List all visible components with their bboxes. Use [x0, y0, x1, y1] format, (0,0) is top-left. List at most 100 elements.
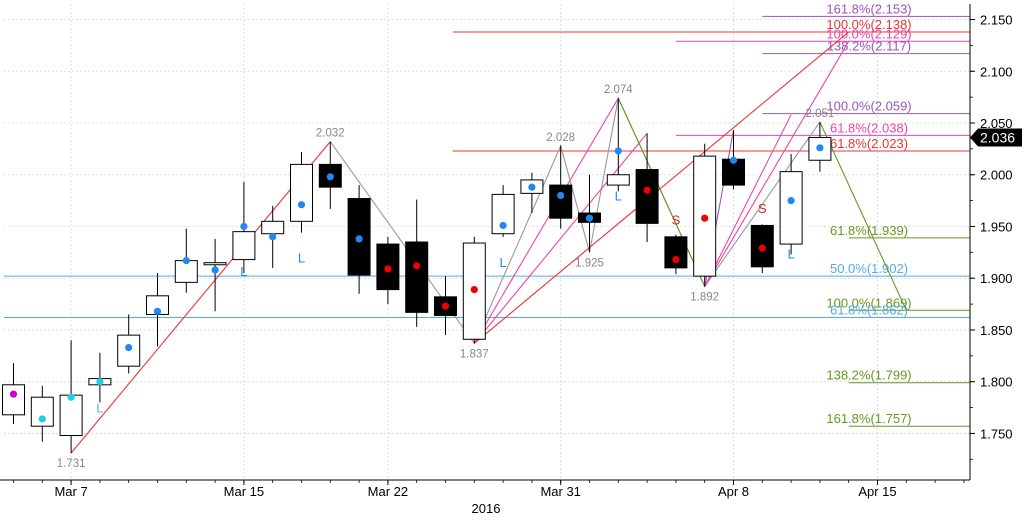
- level-label: 61.8%(2.038): [830, 120, 908, 135]
- candle-dot: [67, 393, 75, 401]
- signal-marker: L: [499, 255, 506, 270]
- candle-dot: [355, 235, 363, 243]
- candle-body: [664, 236, 688, 269]
- swing-label: 1.837: [460, 348, 489, 360]
- signal-marker: S: [672, 212, 681, 227]
- swing-line: [819, 121, 907, 311]
- candle-dot: [269, 233, 277, 241]
- y-tick-label: 1.950: [980, 219, 1013, 234]
- signal-marker: L: [615, 189, 622, 204]
- candle-dot: [470, 286, 478, 294]
- y-tick-label: 1.750: [980, 426, 1013, 441]
- candle-body: [779, 171, 803, 245]
- swing-line: [704, 41, 850, 287]
- candle-dot: [38, 415, 46, 423]
- x-tick-label: Apr 15: [858, 484, 896, 499]
- axes: 1.750 1.800 1.850 1.900 1.950 2.000 2.050 2.100…: [0, 4, 1022, 516]
- y-tick-label: 2.000: [980, 168, 1013, 183]
- year-label: 2016: [472, 501, 501, 516]
- candle-dot: [614, 147, 622, 155]
- level-label: 161.8%(1.757): [826, 411, 911, 426]
- candle-dot: [326, 173, 334, 181]
- candle-dot: [787, 197, 795, 205]
- x-tick-label: Mar 22: [368, 484, 408, 499]
- candle-body: [606, 174, 630, 186]
- x-tick-label: Mar 15: [224, 484, 264, 499]
- y-tick-label: 1.900: [980, 271, 1013, 286]
- x-tick-label: Apr 8: [718, 484, 749, 499]
- swing-line: [473, 97, 619, 344]
- candle-dot: [643, 186, 651, 194]
- annotation-labels: 2.032 1.731 1.837 2.028 1.925 2.074 1.892 2.051…: [57, 84, 835, 470]
- candle-body: [635, 169, 659, 224]
- candle-dot: [384, 265, 392, 273]
- y-tick-label: 2.150: [980, 13, 1013, 28]
- level-label: 138.2%(1.799): [826, 368, 911, 383]
- level-label: 61.8%(1.862): [830, 303, 908, 318]
- candle-body: [549, 184, 573, 219]
- candle-dot: [528, 183, 536, 191]
- candlesticks: [2, 98, 832, 454]
- swing-label: 1.892: [690, 291, 719, 303]
- level-label: 100.0%(1.869): [826, 295, 911, 310]
- level-label: 61.8%(1.939): [830, 223, 908, 238]
- candle-dot: [585, 214, 594, 222]
- swing-label: 1.731: [57, 458, 86, 470]
- candle-body: [290, 163, 313, 222]
- signal-marker: L: [240, 264, 247, 279]
- candle-body: [2, 384, 25, 416]
- swing-line: [70, 141, 331, 454]
- candle-dot: [182, 257, 190, 265]
- swing-line: [473, 31, 850, 344]
- signal-marker: L: [298, 251, 305, 266]
- swing-label: 2.028: [546, 132, 575, 144]
- candle-dot: [499, 221, 507, 230]
- candle-dot: [297, 201, 306, 209]
- swing-label: 2.074: [604, 84, 633, 96]
- level-label: 100.0%(2.129): [826, 26, 911, 41]
- signal-marker: L: [787, 247, 794, 262]
- level-label: 138.2%(2.117): [827, 39, 911, 54]
- level-label: 61.8%(2.023): [830, 136, 908, 151]
- swing-label: 1.925: [575, 257, 604, 269]
- candle-dot: [816, 144, 824, 152]
- candle-body: [261, 220, 285, 235]
- candle-body: [232, 231, 256, 261]
- candle-body: [59, 394, 83, 437]
- level-label: 100.0%(2.059): [826, 99, 911, 114]
- last-price-tag: [970, 128, 1022, 147]
- y-tick-label: 1.800: [980, 375, 1013, 390]
- swing-line: [617, 97, 706, 287]
- signal-marker: L: [96, 401, 103, 416]
- y-tick-label: 1.850: [980, 323, 1013, 338]
- candle-dot: [672, 255, 680, 264]
- candle-dot: [701, 214, 709, 222]
- candle-dot: [441, 302, 450, 310]
- candle-dot: [758, 244, 766, 252]
- level-label: 50.0%(1.902): [830, 261, 908, 276]
- candle-dot: [240, 222, 248, 231]
- candle-dot: [729, 156, 738, 164]
- last-price-label: 2.036: [980, 129, 1015, 145]
- candle-dot: [211, 266, 219, 274]
- x-tick-label: Mar 31: [540, 484, 580, 499]
- x-tick-label: Mar 7: [54, 484, 87, 499]
- level-label: 161.8%(2.153): [826, 1, 911, 16]
- grid-layer: [4, 4, 970, 480]
- candle-body: [491, 193, 515, 235]
- swing-line: [704, 114, 792, 287]
- candle-dot: [557, 191, 565, 200]
- candle-dot: [9, 390, 18, 398]
- candle-dot: [125, 343, 133, 352]
- candle-body: [30, 396, 54, 427]
- level-label: 100.0%(2.138): [826, 17, 911, 32]
- y-tick-label: 2.050: [980, 116, 1013, 131]
- candle-dot: [153, 307, 162, 315]
- swing-label: 2.032: [316, 128, 345, 140]
- signal-marker: S: [758, 201, 767, 216]
- candle-body: [203, 262, 227, 266]
- candle-dot: [413, 262, 421, 270]
- y-tick-label: 2.100: [980, 64, 1013, 79]
